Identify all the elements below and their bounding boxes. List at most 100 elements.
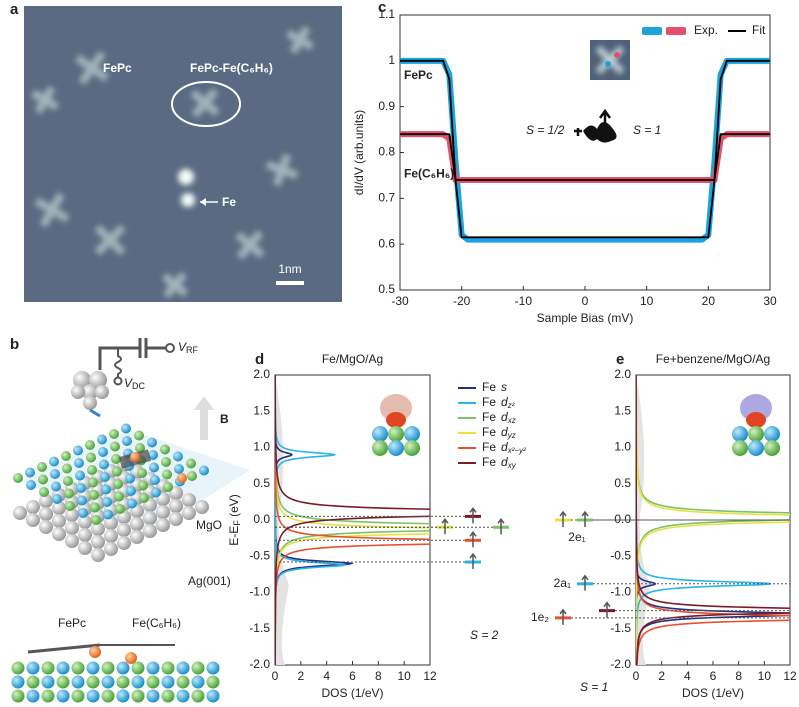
- x-axis-label: DOS (1/eV): [321, 686, 383, 700]
- atom: [86, 452, 96, 463]
- y-tick-label: -1.5: [249, 621, 270, 635]
- atom: [146, 675, 160, 689]
- atom: [161, 457, 171, 467]
- y-tick-label: 1: [388, 53, 395, 67]
- spin-label: S = 1: [580, 680, 608, 694]
- legend-orbital: d: [501, 440, 508, 454]
- annotation: FePc: [58, 616, 86, 630]
- atom: [206, 675, 220, 689]
- atom: [37, 462, 47, 472]
- atom: [116, 675, 130, 689]
- inset-atom: [748, 426, 764, 442]
- y-tick-label: 1.0: [253, 440, 270, 454]
- atom: [117, 536, 131, 550]
- atom: [87, 465, 97, 475]
- atom: [131, 675, 145, 689]
- atom: [26, 661, 40, 675]
- level-label: 2e₁: [568, 530, 585, 544]
- atom: [176, 661, 190, 675]
- inset-orbital: [740, 394, 772, 422]
- atom: [38, 474, 48, 485]
- chart-title: Fe+benzene/MgO/Ag: [656, 352, 770, 366]
- atom: [117, 523, 131, 537]
- atom: [39, 520, 53, 534]
- y-tick-label: 1.0: [614, 440, 631, 454]
- y-tick-label: 1.5: [614, 403, 631, 417]
- atom: [101, 689, 115, 703]
- x-tick-label: 4: [323, 669, 330, 683]
- atom: [139, 493, 149, 503]
- atom: [101, 484, 111, 495]
- legend-orbital: d: [501, 425, 508, 439]
- legend-subscript: yz: [507, 431, 516, 440]
- atom: [91, 548, 105, 562]
- stm-image: [24, 6, 342, 302]
- atom: [114, 491, 124, 502]
- series-label: FePc: [404, 68, 433, 82]
- inset-image: [595, 45, 625, 75]
- y-tick-label: 0.6: [378, 236, 395, 250]
- x-tick-label: 10: [640, 294, 654, 308]
- y-tick-label: 0.9: [378, 99, 395, 113]
- atom: [99, 459, 109, 470]
- atom: [78, 528, 92, 542]
- atom: [103, 509, 113, 520]
- x-tick-label: 30: [763, 294, 777, 308]
- y-tick-label: -1.0: [249, 585, 270, 599]
- atom: [127, 498, 137, 509]
- legend-subscript: x²−y²: [507, 446, 526, 455]
- legend-orbital: s: [501, 380, 507, 394]
- vrf-label: VRF: [178, 340, 199, 355]
- spin-arrow: [603, 601, 611, 618]
- legend-label: Fit: [752, 23, 766, 37]
- atom: [126, 486, 136, 496]
- atom: [51, 481, 61, 492]
- atom: [206, 661, 220, 675]
- y-tick-label: -1.0: [610, 585, 631, 599]
- atom: [52, 527, 66, 541]
- atom: [74, 458, 84, 468]
- atom: [63, 476, 73, 486]
- atom: [26, 675, 40, 689]
- y-tick-label: -0.5: [249, 548, 270, 562]
- atom: [73, 445, 83, 456]
- atom: [182, 506, 196, 520]
- inset-atom: [764, 426, 780, 442]
- annotation: S = 1: [633, 123, 661, 137]
- atom: [149, 462, 159, 473]
- x-tick-label: -20: [453, 294, 471, 308]
- legend-swatch: [642, 27, 662, 35]
- scale-bar-label: 1nm: [278, 262, 301, 276]
- x-axis-label: DOS (1/eV): [682, 686, 744, 700]
- atom: [112, 466, 122, 477]
- atom: [77, 495, 87, 506]
- symbol: V: [124, 376, 133, 390]
- chart-title: Fe/MgO/Ag: [322, 352, 383, 366]
- inset-atom: [404, 426, 420, 442]
- x-axis-label: Sample Bias (mV): [537, 311, 634, 325]
- atom: [187, 471, 197, 481]
- inset-atom: [404, 440, 420, 456]
- inset-atom: [388, 440, 404, 456]
- atom: [191, 661, 205, 675]
- x-tick-label: 0: [582, 294, 589, 308]
- y-tick-label: 2.0: [253, 367, 270, 381]
- atom: [52, 494, 62, 504]
- atom: [206, 689, 220, 703]
- atom: [182, 493, 196, 507]
- legend-subscript: xz: [507, 416, 516, 425]
- data-line: [400, 57, 770, 243]
- atom: [41, 689, 55, 703]
- atom: [64, 488, 74, 499]
- panel-label: d: [255, 351, 264, 368]
- x-tick-label: 2: [297, 669, 304, 683]
- dos-curve: [275, 375, 430, 665]
- panel-label: b: [10, 336, 19, 353]
- y-tick-label: 0.5: [253, 476, 270, 490]
- y-tick-label: 0.0: [614, 512, 631, 526]
- atom: [156, 518, 170, 532]
- atom: [135, 443, 145, 453]
- atom: [52, 501, 66, 515]
- atom: [25, 467, 35, 478]
- label-subscript: F: [232, 520, 242, 526]
